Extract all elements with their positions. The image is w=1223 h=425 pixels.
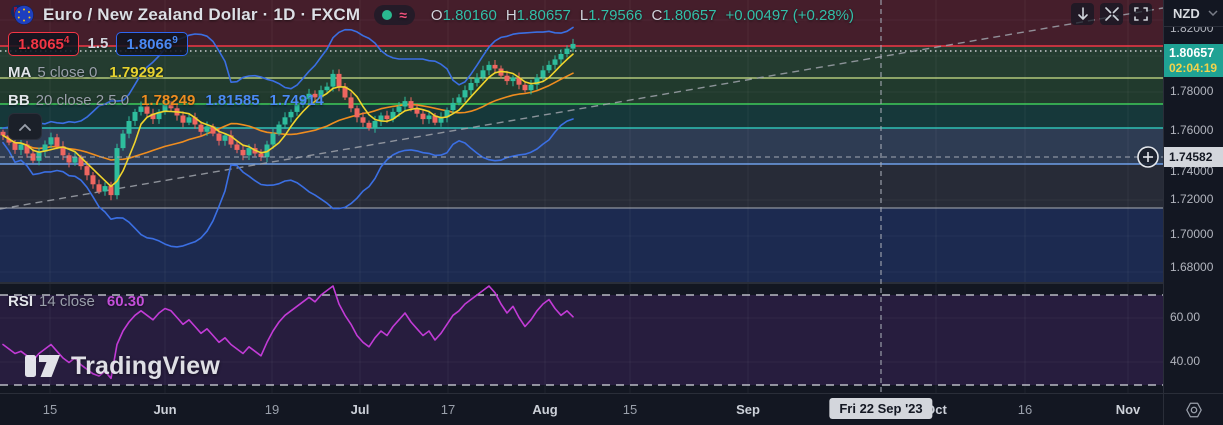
zone-band <box>0 0 1163 46</box>
ma-label: MA <box>8 63 32 81</box>
bb-basis-line <box>2 72 574 161</box>
axis-currency-selector[interactable]: NZD <box>1164 0 1223 27</box>
ma5-line <box>2 53 574 188</box>
time-axis-tick: Jul <box>350 402 370 417</box>
time-axis-tick: Jun <box>153 402 177 417</box>
time-axis-tick: Aug <box>532 402 558 417</box>
time-axis-tick: 15 <box>42 402 58 417</box>
alert-price-label[interactable]: 1.80654 <box>8 31 80 56</box>
crosshair-time-axis-label: Fri 22 Sep '23 <box>829 398 933 419</box>
rsi-label: RSI <box>8 292 34 310</box>
time-axis-tick: 15 <box>622 402 638 417</box>
zone-band <box>0 208 1163 283</box>
chart-pane[interactable]: Euro / New Zealand Dollar · 1D · FXCM ≈ … <box>0 0 1163 393</box>
axis-settings-corner[interactable] <box>1163 393 1223 425</box>
ohlc-high-letter: H <box>505 6 517 24</box>
zone-band <box>0 164 1163 208</box>
price-axis-label: 1.74000 <box>1170 164 1214 178</box>
time-axis-tick: 16 <box>1017 402 1033 417</box>
axis-currency-label: NZD <box>1173 5 1200 21</box>
price-axis-label: 1.68000 <box>1170 260 1214 274</box>
zone-band <box>0 128 1163 164</box>
time-axis-tick: Nov <box>1115 402 1141 417</box>
time-axis-tick: Sep <box>736 402 760 417</box>
price-axis-label: 1.70000 <box>1170 227 1214 241</box>
ohlc-open-value: 1.80160 <box>442 6 497 24</box>
rsi-value: 60.30 <box>106 292 145 310</box>
bb-label: BB <box>8 91 30 109</box>
collapse-pane-icon[interactable] <box>1100 3 1123 25</box>
price-axis-label: 40.00 <box>1170 354 1201 368</box>
price-axis[interactable]: 40.00 60.00 1.68000 1.70000 1.72000 1.74000 1.… <box>1163 0 1223 393</box>
ma-indicator-row[interactable]: MA 5 close 0 1.79292 <box>8 62 164 82</box>
zone-band <box>0 78 1163 104</box>
market-status-pill[interactable]: ≈ <box>374 5 415 25</box>
ohlc-values: O1.80160 H1.80657 L1.79566 C1.80657 +0.00497… <box>431 7 854 24</box>
trendline <box>0 7 1163 210</box>
axis-settings-icon[interactable] <box>1185 401 1203 419</box>
price-axis-label: 60.00 <box>1170 310 1201 324</box>
time-axis-tick: 17 <box>440 402 456 417</box>
bb-upper-line <box>2 26 574 129</box>
bb-upper-value: 1.81585 <box>205 91 260 109</box>
collapse-legend-button[interactable] <box>8 113 42 140</box>
price-axis-label: 1.76000 <box>1170 123 1214 137</box>
bar-countdown: 02:04:19 <box>1169 61 1218 75</box>
fullscreen-icon[interactable] <box>1129 3 1152 25</box>
ohlc-close-letter: C <box>651 6 663 24</box>
symbol-title[interactable]: Euro / New Zealand Dollar · 1D · FXCM <box>43 5 361 24</box>
symbol-flag-icon[interactable] <box>10 4 36 26</box>
rsi-indicator-row[interactable]: RSI 14 close 60.30 <box>8 291 144 311</box>
bb-indicator-row[interactable]: BB 20 close 2.5 0 1.78249 1.81585 1.7491… <box>8 90 334 110</box>
rsi-params: 14 close <box>39 292 95 310</box>
main-chart-canvas[interactable] <box>0 0 1163 393</box>
market-open-dot-icon <box>382 10 393 20</box>
zone-band <box>0 283 1163 295</box>
chevron-down-icon <box>1208 10 1218 16</box>
ohlc-close-value: 1.80657 <box>662 6 717 24</box>
close-price-label[interactable]: 1.80669 <box>116 31 188 56</box>
rsi-line <box>2 285 574 380</box>
zone-band <box>0 295 1163 385</box>
ohlc-open-letter: O <box>430 6 443 24</box>
tradingview-logo[interactable]: TradingView <box>24 350 220 382</box>
bb-basis-value: 1.78249 <box>141 91 196 109</box>
delayed-data-icon: ≈ <box>399 7 407 23</box>
time-axis[interactable]: Nov 16 Oct Sep 15 Aug 17 Jul 19 Jun 15 Fri 22 Sep … <box>0 393 1163 425</box>
bb-lower-value: 1.74914 <box>269 91 324 109</box>
ohlc-low-value: 1.79566 <box>588 6 643 24</box>
bb-lower-line <box>2 118 574 248</box>
bb-params: 20 close 2.5 0 <box>35 91 130 109</box>
price-axis-label: 1.78000 <box>1170 84 1214 98</box>
crosshair-price-axis-label: 1.74582 <box>1164 147 1223 167</box>
time-axis-tick: 19 <box>264 402 280 417</box>
ohlc-high-value: 1.80657 <box>516 6 571 24</box>
spread-label: 1.5 <box>87 35 109 52</box>
price-axis-label: 1.72000 <box>1170 192 1214 206</box>
ohlc-change: +0.00497 (+0.28%) <box>725 6 854 24</box>
tradingview-logo-text: TradingView <box>71 351 221 380</box>
zone-band <box>0 385 1163 393</box>
ma-params: 5 close 0 <box>37 63 98 81</box>
ma-value: 1.79292 <box>109 63 164 81</box>
ohlc-low-letter: L <box>579 6 589 24</box>
last-price-axis-label: 1.80657 02:04:19 <box>1164 44 1223 77</box>
scroll-to-latest-button[interactable] <box>1071 3 1094 25</box>
